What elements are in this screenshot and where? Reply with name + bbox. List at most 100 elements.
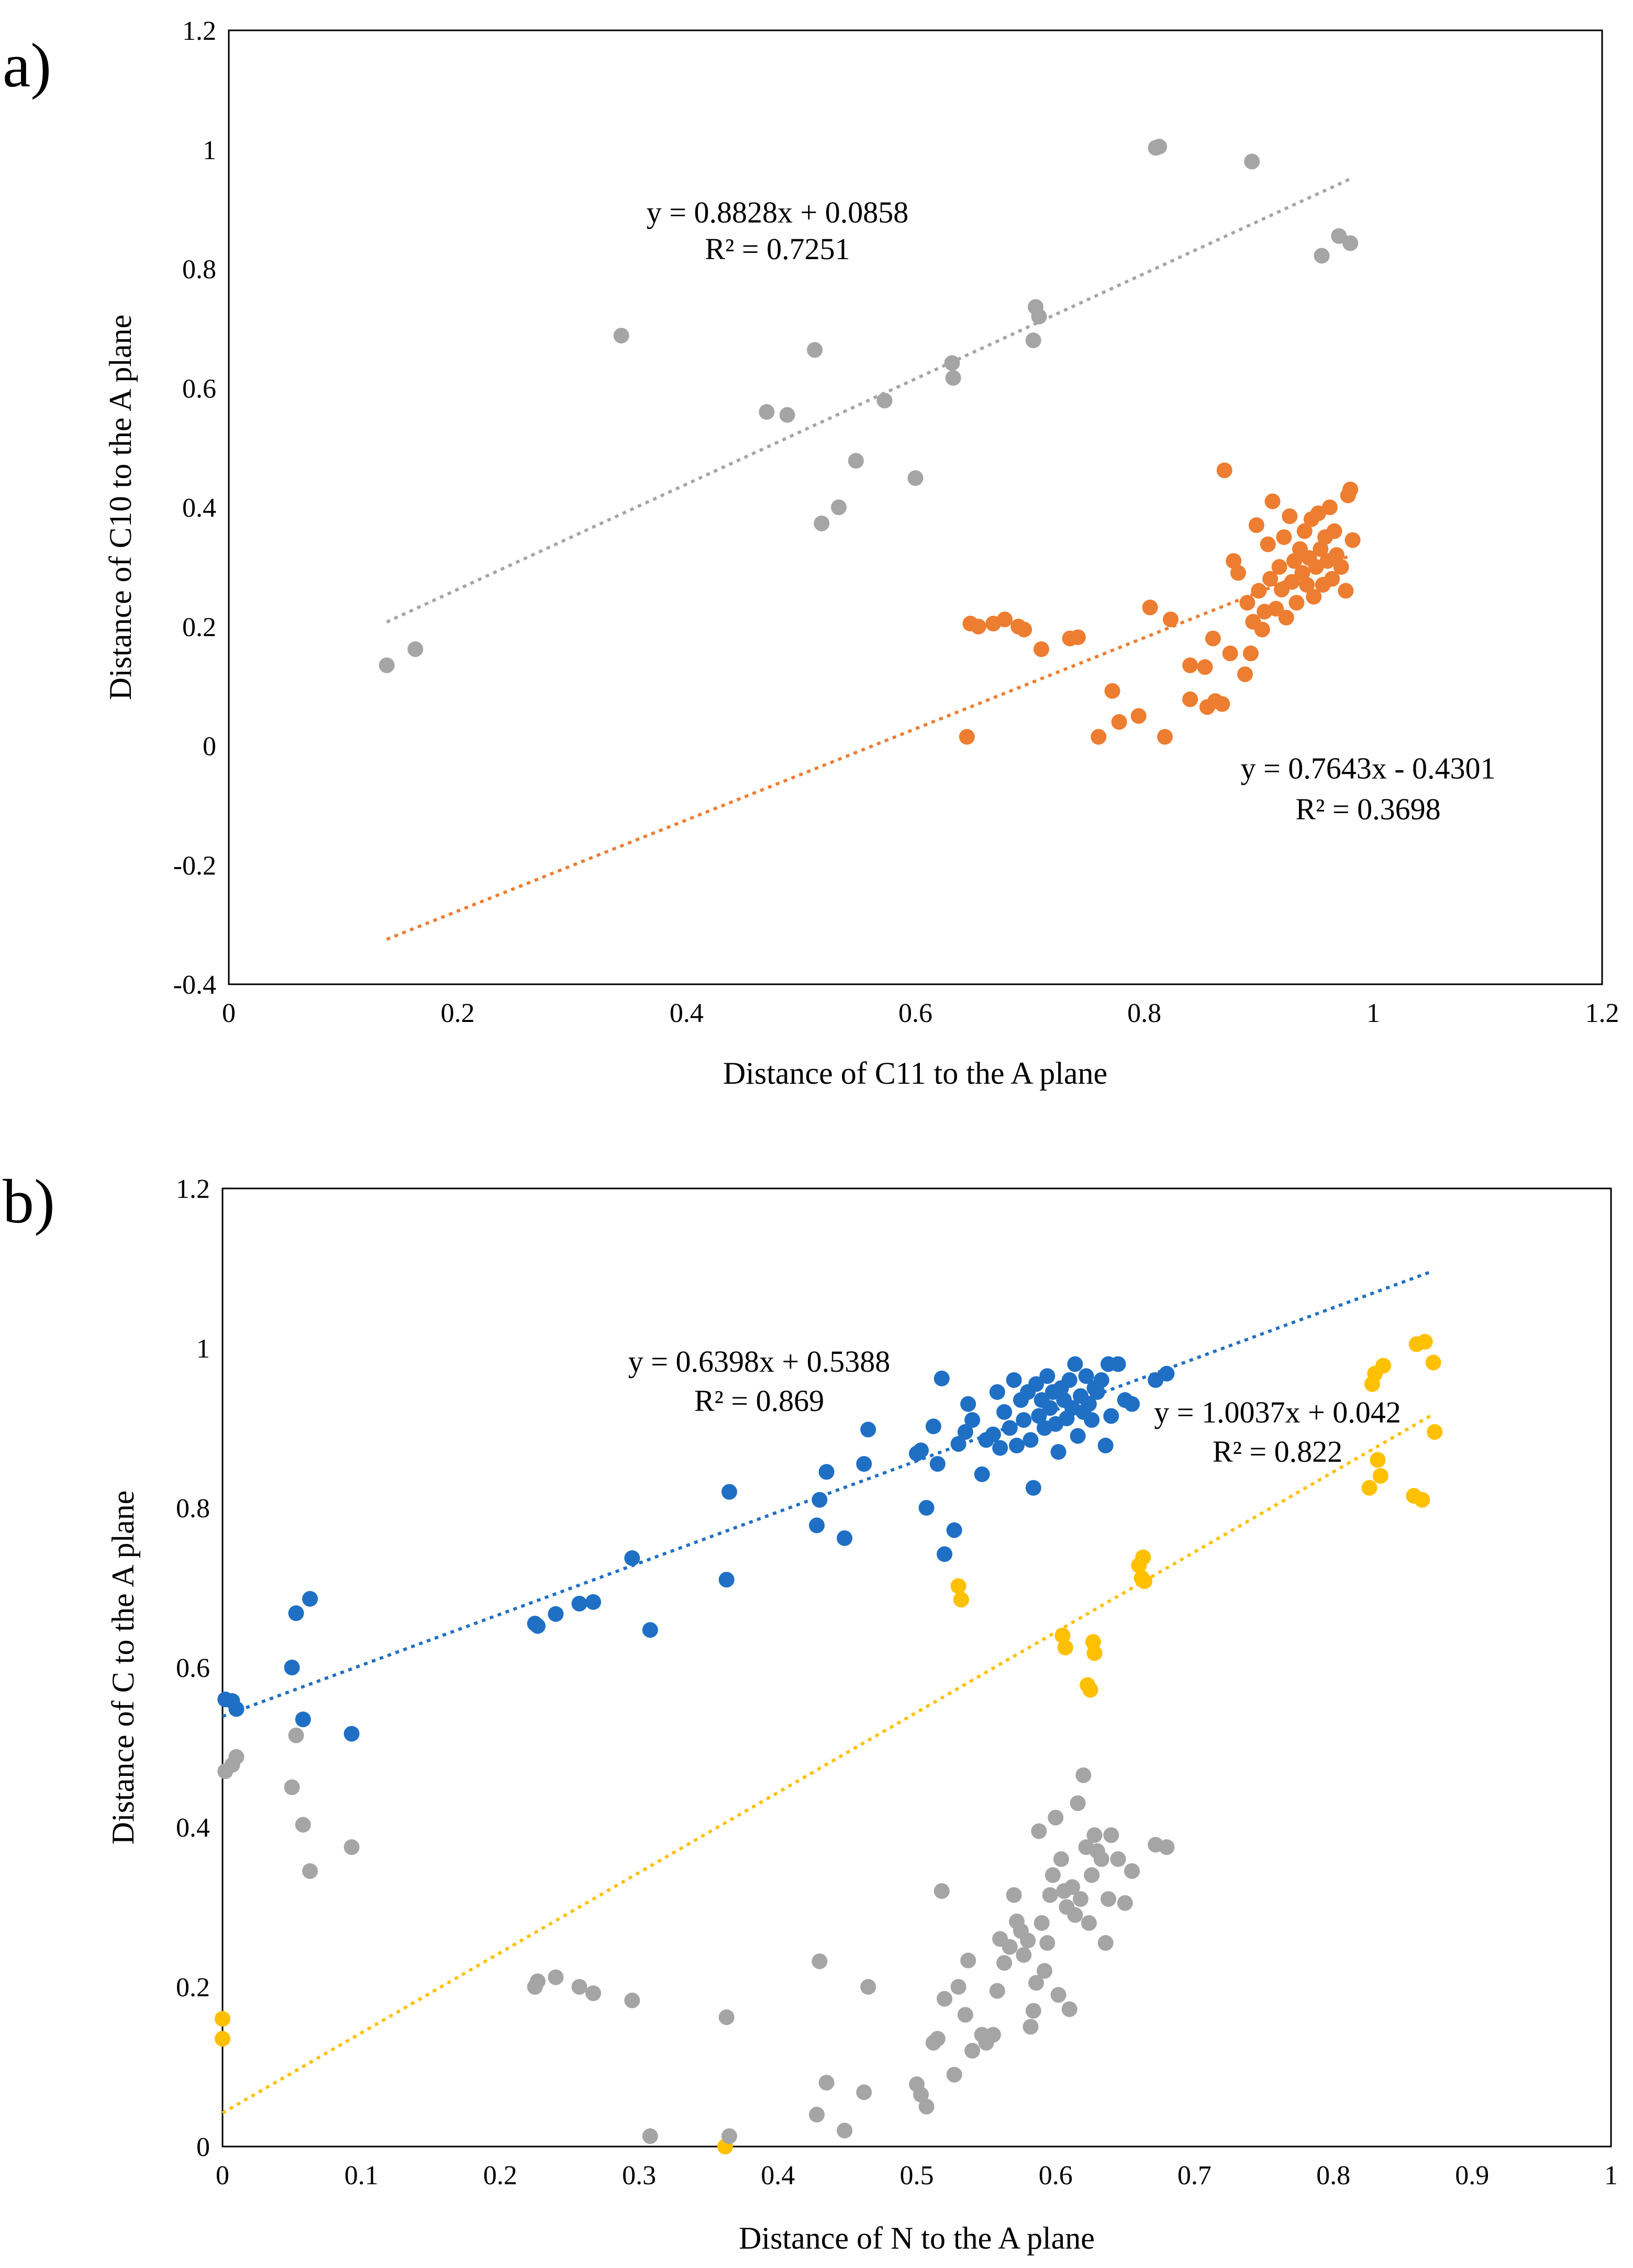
panel-b-y-tick-labels: 0 0.2 0.4 0.6 0.8 1 1.2	[176, 1174, 210, 2162]
point-yellow	[1054, 1628, 1071, 1643]
point-blue	[1061, 1372, 1077, 1388]
point-blue	[974, 1466, 990, 1482]
point-gray	[1159, 1839, 1175, 1855]
panel-a-y-axis-title: Distance of C10 to the A plane	[103, 315, 138, 701]
panel-a-chart: a) -0.4-0.200.20.40.60.811.2 0 0.2 0.4 0.6 0…	[3, 16, 1619, 1091]
y-tick-label: -0.2	[173, 851, 216, 881]
panel-a-trendlines	[386, 177, 1351, 941]
point-gray	[1331, 228, 1347, 244]
point-gray	[1042, 1887, 1058, 1903]
point-blue	[1103, 1408, 1119, 1424]
point-orange	[1226, 553, 1242, 569]
point-yellow	[1136, 1573, 1152, 1589]
point-gray	[812, 1953, 828, 1970]
point-yellow	[1414, 1492, 1430, 1508]
point-gray	[913, 2086, 929, 2103]
point-orange	[1288, 595, 1305, 611]
point-blue	[1067, 1356, 1083, 1372]
x-tick-label: 1.2	[1585, 998, 1619, 1028]
point-blue	[1110, 1356, 1126, 1372]
point-gray	[1342, 235, 1359, 251]
point-gray	[228, 1749, 245, 1765]
point-blue	[585, 1594, 602, 1610]
point-gray	[1097, 1935, 1114, 1951]
point-blue	[1006, 1372, 1022, 1388]
point-blue	[548, 1606, 564, 1622]
point-yellow	[1425, 1354, 1441, 1371]
point-orange	[970, 618, 986, 635]
x-tick-label: 0.2	[441, 998, 475, 1028]
point-yellow	[953, 1592, 969, 1608]
point-orange	[1271, 559, 1287, 575]
point-blue	[1025, 1480, 1041, 1496]
point-gray	[302, 1863, 318, 1879]
point-gray	[407, 641, 424, 658]
y-tick-label: 0.8	[182, 255, 216, 285]
point-blue	[1039, 1368, 1056, 1384]
y-tick-label: 0.2	[182, 613, 216, 642]
point-gray	[1067, 1907, 1083, 1923]
y-tick-label: 1	[196, 1334, 210, 1364]
point-blue	[985, 1426, 1001, 1442]
point-blue	[1159, 1365, 1175, 1382]
point-gray	[1020, 1932, 1036, 1949]
point-gray	[1081, 1915, 1097, 1931]
point-gray	[284, 1779, 300, 1795]
panel-a-label: a)	[3, 30, 51, 100]
point-blue	[1050, 1444, 1067, 1460]
point-orange	[1157, 729, 1173, 745]
x-tick-label: 0.4	[761, 2161, 795, 2191]
point-blue	[809, 1517, 825, 1533]
point-gray	[957, 2007, 973, 2023]
point-gray	[1034, 1915, 1050, 1931]
point-orange	[1296, 523, 1313, 539]
point-orange	[1326, 523, 1342, 539]
point-gray	[907, 470, 924, 486]
point-yellow	[1372, 1468, 1388, 1484]
point-blue	[964, 1412, 981, 1428]
panel-a-trend-label-orange: y = 0.7643x - 0.4301 R² = 0.3698	[1240, 751, 1495, 826]
point-orange	[1286, 553, 1303, 569]
point-orange	[1306, 588, 1322, 605]
point-blue	[1070, 1428, 1086, 1444]
y-tick-label: -0.4	[173, 970, 216, 1000]
point-blue	[950, 1436, 967, 1452]
point-blue	[1093, 1372, 1109, 1388]
point-blue	[1089, 1384, 1105, 1400]
x-tick-label: 1	[1604, 2161, 1618, 2191]
point-gray	[1100, 1891, 1116, 1907]
panel-b-x-tick-labels: 0 0.1 0.2 0.3 0.4 0.5 0.6 0.7 0.8 0.9 1	[216, 2161, 1618, 2191]
panel-a-gray-r2: R² = 0.7251	[705, 232, 850, 266]
point-blue	[992, 1440, 1008, 1456]
point-gray	[985, 2027, 1001, 2043]
point-orange	[1182, 657, 1198, 673]
point-gray	[831, 499, 847, 515]
point-gray	[1244, 153, 1260, 170]
point-gray	[1084, 1867, 1100, 1883]
point-gray	[1093, 1851, 1109, 1867]
panel-b-trendlines	[221, 1269, 1435, 2115]
point-orange	[996, 612, 1013, 628]
point-gray	[379, 657, 395, 673]
point-yellow	[950, 1578, 967, 1594]
point-gray	[1151, 139, 1168, 155]
point-orange	[1254, 621, 1270, 638]
panel-a-orange-equation: y = 0.7643x - 0.4301	[1240, 751, 1495, 785]
y-tick-label: 0.2	[176, 1973, 210, 2003]
point-blue	[929, 1456, 946, 1472]
panel-b-trend-label-yellow: y = 1.0037x + 0.042 R² = 0.822	[1154, 1395, 1401, 1469]
point-gray	[944, 355, 960, 371]
point-blue	[1028, 1376, 1045, 1392]
point-yellow	[1082, 1682, 1098, 1698]
point-blue	[934, 1370, 950, 1386]
point-yellow	[1370, 1452, 1386, 1468]
point-orange	[1197, 659, 1213, 675]
point-gray	[1064, 1879, 1081, 1895]
point-gray	[1025, 332, 1041, 349]
point-gray	[548, 1969, 564, 1985]
point-gray	[1086, 1827, 1103, 1843]
point-gray	[818, 2075, 835, 2091]
x-tick-label: 0.8	[1316, 2161, 1350, 2191]
point-gray	[1103, 1827, 1119, 1843]
trendline-orange	[386, 554, 1351, 941]
